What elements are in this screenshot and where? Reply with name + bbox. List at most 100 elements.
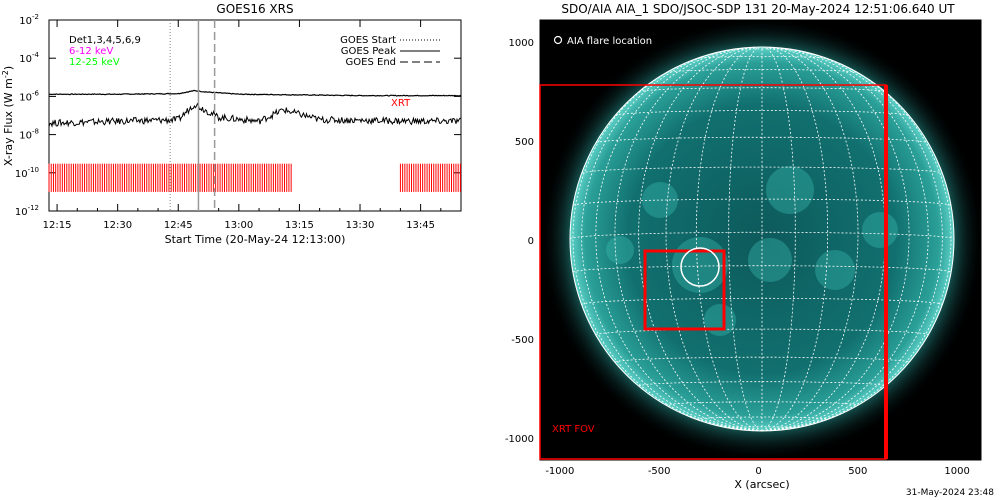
latitude-line [696,56,828,59]
x-tick-label: 12:30 [103,220,132,231]
aia-x-tick-label: 0 [755,466,761,477]
xrt-label: XRT [391,98,411,109]
goes-curves [48,89,462,128]
legend-goes-start: GOES Start [340,35,396,46]
energy-band-label-high: 12-25 keV [69,57,120,68]
latitude-line [638,87,886,93]
energy-band-label-low: 6-12 keV [69,46,113,57]
goes-series-short [48,102,462,128]
y-tick-base: 10 [15,169,28,180]
active-region-glow [642,182,678,218]
goes-x-axis: 12:15 12:30 12:45 13:00 13:15 13:30 13:45 [43,20,462,231]
aia-y-tick-label: -500 [511,335,534,346]
active-region-glow [815,250,855,290]
longitude-line [761,47,929,431]
longitude-line [595,47,763,431]
longitude-line [761,47,829,431]
longitude-line [665,47,763,431]
heliographic-grid [570,47,954,431]
y-tick-base: 10 [15,207,28,218]
y-tick-exponent: -6 [32,89,40,97]
x-tick-label: 12:45 [164,220,193,231]
solar-limb [569,46,955,432]
latitude-line [570,231,954,240]
active-region-glow [766,166,814,214]
aia-y-tick-label: 500 [515,137,534,148]
flare-location-circle [680,247,720,287]
xrt-fov-label: XRT FOV [552,424,595,435]
y-tick-base: 10 [19,16,32,27]
xrt-coverage-ticks [48,163,461,192]
x-tick-label: 13:15 [285,220,314,231]
y-tick-label: 10-10 [15,166,39,180]
longitude-line [638,47,763,431]
goes-y-axis-label-sup: -2 [1,70,10,78]
goes-x-axis-label: Start Time (20-May-24 12:13:00) [165,233,346,246]
x-tick-label: 13:30 [346,220,375,231]
footer-timestamp: 31-May-2024 23:48 [906,488,994,498]
aia-panel: SDO/AIA AIA_1 SDO/JSOC-SDP 131 20-May-20… [505,2,982,491]
aia-x-tick-label: -1000 [545,466,574,477]
aia-x-tick-label: 1000 [944,466,969,477]
y-tick-label: 10-8 [19,128,39,142]
longitude-line [728,47,763,431]
aia-x-axis-label: X (arcsec) [734,478,789,491]
y-tick-exponent: -4 [32,51,40,59]
flare-legend: AIA flare location [553,35,652,47]
y-tick-label: 10-4 [19,51,39,65]
y-tick-base: 10 [19,54,32,65]
legend-goes-peak: GOES Peak [341,46,396,57]
active-region-glow [606,236,634,264]
detector-labels: Det1,3,4,5,6,9 6-12 keV 12-25 keV [69,35,141,68]
y-tick-exponent: -8 [32,128,39,136]
x-tick-label: 13:00 [224,220,253,231]
latitude-line [581,166,943,174]
y-tick-label: 10-12 [15,204,39,218]
y-tick-exponent: -2 [32,13,39,21]
solar-disk [570,47,954,431]
latitude-line [638,381,886,387]
longitude-line [761,47,859,431]
longitude-line [614,47,763,431]
aia-y-tick-label: 0 [528,236,534,247]
goes-event-markers [169,20,216,211]
y-tick-label: 10-2 [19,13,39,27]
goes-legend: GOES Start GOES Peak GOES End [340,35,440,68]
active-region-glow [862,212,898,248]
aia-x-tick-label: -500 [648,466,671,477]
longitude-line [695,47,763,431]
aia-y-tick-label: -1000 [505,434,534,445]
detector-label: Det1,3,4,5,6,9 [69,35,141,46]
longitude-line [761,47,796,431]
y-tick-exponent: -12 [28,204,39,212]
latitude-line [666,69,858,73]
goes-title: GOES16 XRS [216,2,293,16]
aia-x-tick-label: 500 [848,466,867,477]
longitude-line [572,50,763,431]
y-tick-base: 10 [19,92,32,103]
goes-plot-frame [48,19,462,212]
y-tick-label: 10-6 [19,89,39,103]
flare-location-label: AIA flare location [567,36,652,47]
longitude-line [761,50,952,431]
longitude-line [761,47,943,431]
flare-location-icon [553,35,563,45]
goes-y-axis-label-end: ) [2,66,15,70]
y-tick-base: 10 [19,131,32,142]
x-tick-label: 12:15 [43,220,72,231]
longitude-line [761,47,910,431]
aia-axes: -1000 -500 0 500 1000 1000 500 0 -500 -1000 [505,38,970,477]
active-region-glow [748,238,792,282]
goes-series-long [49,89,462,97]
goes-y-axis-label-main: X-ray Flux (W m [2,78,15,166]
goes-y-axis-label: X-ray Flux (W m-2) [1,66,15,166]
aia-y-tick-label: 1000 [509,38,534,49]
latitude-line [573,198,951,206]
aia-title: SDO/AIA AIA_1 SDO/JSOC-SDP 131 20-May-20… [561,2,955,16]
y-tick-exponent: -10 [28,166,39,174]
latitude-line [595,136,929,144]
xrt-pointing-box [643,249,726,331]
